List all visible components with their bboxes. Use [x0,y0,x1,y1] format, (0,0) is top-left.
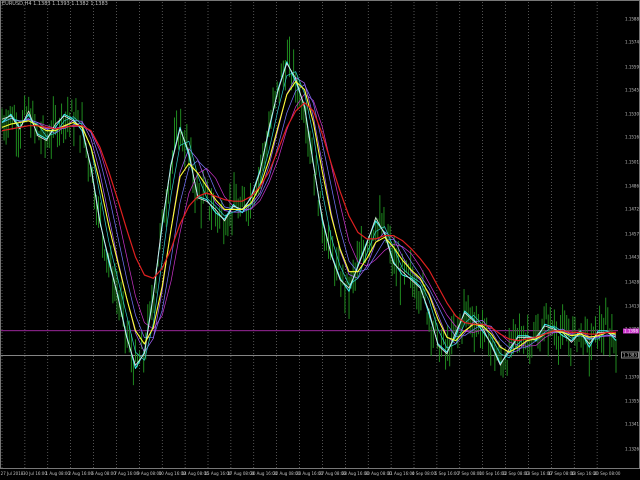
price-bars [1,36,617,386]
price-axis-label: 1.1472 [625,206,639,212]
time-axis-label: 31 Aug 16:00 [387,471,415,476]
price-axis-label: 1.1370 [625,374,639,380]
time-axis-label: 15 Aug 16:00 [204,471,232,476]
time-axis-label: 20 Aug 16:00 [250,471,278,476]
price-axis-label: 1.1443 [625,254,639,260]
ma-ribbon-2 [1,84,617,350]
price-axis-label: 1.1501 [625,159,639,165]
ma-ribbon-4 [1,71,617,361]
time-axis-label: 5 Sep 16:00 [434,471,459,476]
ma-red [1,102,616,342]
price-axis-label: 1.1326 [625,446,639,452]
time-axis-label: 9 Aug 08:00 [137,471,162,476]
time-axis-label: 7 Sep 08:00 [457,471,482,476]
time-axis-label: 7 Aug 16:00 [114,471,139,476]
price-axis-label: 1.1457 [625,231,639,237]
time-axis-label: 30 Jul 16:00 [22,471,47,476]
current-level-tag: 1.1398 [623,328,639,334]
price-axis-label: 1.1428 [625,279,639,285]
price-axis-label: 1.1413 [625,303,639,309]
time-axis-label: 27 Aug 08:00 [318,471,346,476]
price-axis-label: 1.1574 [625,39,639,45]
ma-fast-white [1,63,617,366]
time-axis-label: 4 Sep 08:00 [411,471,437,476]
bid-price-tag: 1.1383 [621,351,639,359]
price-axis-label: 1.1486 [625,183,639,189]
time-axis-label: 30 Aug 08:00 [364,471,392,476]
price-axis-label: 1.1516 [625,134,639,140]
time-axis-label: 17 Aug 08:00 [227,471,255,476]
time-axis-label: 18 Sep 16:00 [570,471,598,476]
time-axis-label: 6 Aug 08:00 [91,471,116,476]
time-axis-label: 27 Jul 2018 [0,471,24,476]
price-axis-label: 1.1559 [625,64,639,70]
price-axis-label: 1.1530 [625,111,639,117]
time-axis-label: 22 Aug 08:00 [273,471,301,476]
time-axis-label: 23 Aug 16:00 [296,471,324,476]
time-axis-label: 10 Aug 16:00 [158,471,186,476]
time-axis-label: 2 Aug 16:00 [68,471,93,476]
price-axis-label: 1.1341 [625,421,639,427]
price-axis-label: 1.1588 [625,16,639,22]
chart-title: EURUSD,H4 1.1383 1.1393 1.1382 1.1383 [2,1,108,7]
time-axis-label: 28 Aug 16:00 [341,471,369,476]
moving-averages [1,61,617,369]
time-axis-label: 12 Sep 08:00 [502,471,529,476]
time-axis-label: 13 Sep 16:00 [525,471,552,476]
time-axis-label: 20 Sep 08:00 [593,471,621,476]
time-axis-label: 17 Sep 08:00 [547,471,575,476]
time-axis-label: 14 Aug 08:00 [181,471,209,476]
ma-ribbon-3 [1,77,617,354]
time-axis-label: 1 Aug 08:00 [45,471,70,476]
time-axis-label: 10 Sep 16:00 [479,471,507,476]
price-axis-label: 1.1355 [625,398,639,404]
price-axis-label: 1.1545 [625,87,639,93]
